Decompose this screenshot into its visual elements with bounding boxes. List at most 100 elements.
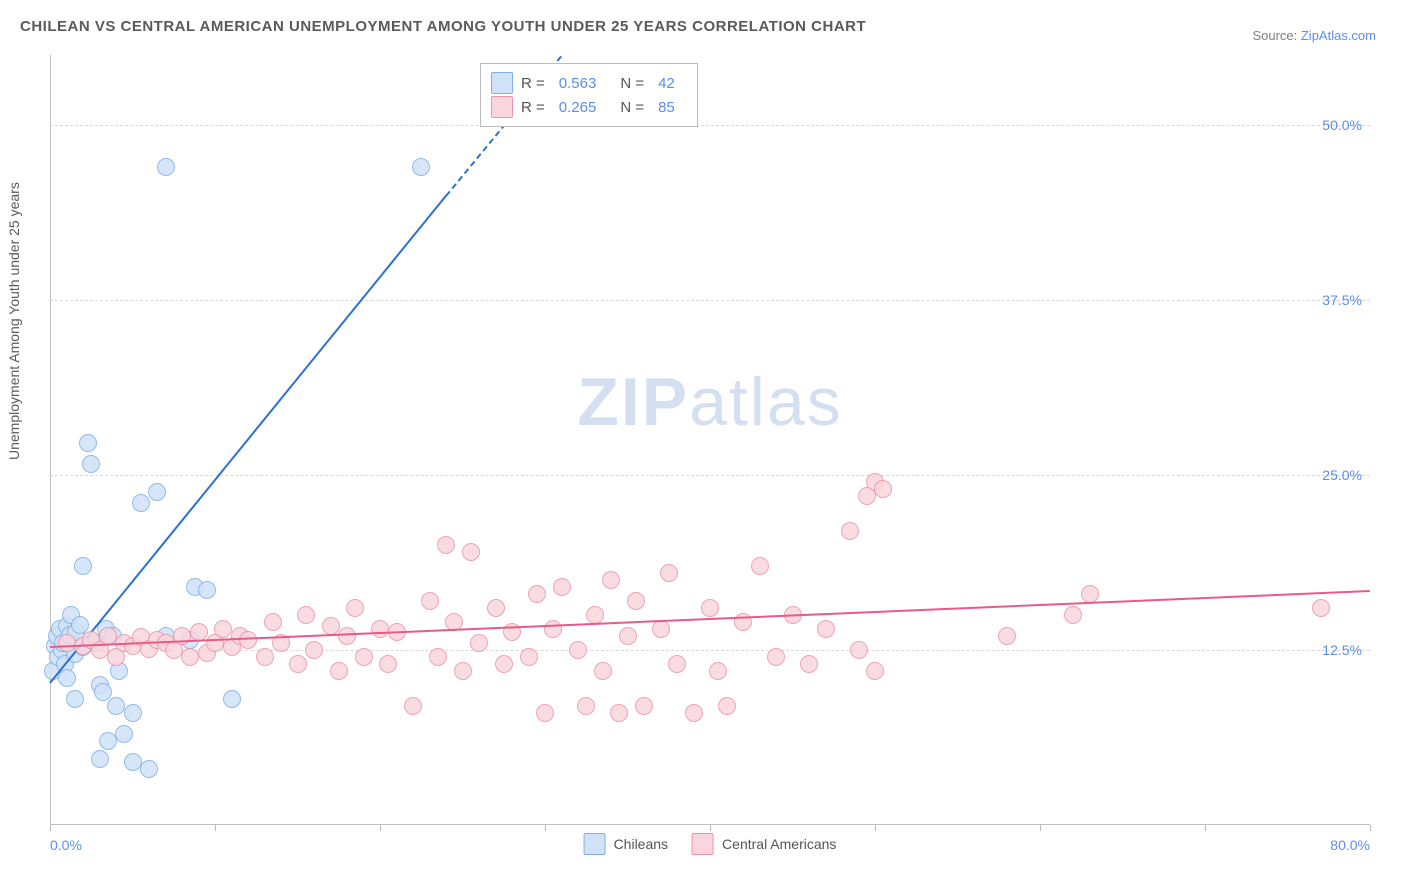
- legend-r-prefix: R =: [521, 99, 545, 116]
- data-point: [79, 434, 97, 452]
- data-point: [264, 613, 282, 631]
- gridline: [50, 475, 1370, 476]
- data-point: [124, 704, 142, 722]
- legend-item: Chileans: [584, 833, 668, 855]
- data-point: [800, 655, 818, 673]
- data-point: [487, 599, 505, 617]
- x-tick: [1205, 825, 1206, 831]
- data-point: [82, 455, 100, 473]
- data-point: [115, 725, 133, 743]
- x-tick: [50, 825, 51, 831]
- data-point: [330, 662, 348, 680]
- data-point: [190, 623, 208, 641]
- data-point: [594, 662, 612, 680]
- data-point: [866, 662, 884, 680]
- data-point: [586, 606, 604, 624]
- legend-label: Central Americans: [722, 836, 836, 852]
- data-point: [520, 648, 538, 666]
- data-point: [91, 750, 109, 768]
- data-point: [470, 634, 488, 652]
- x-tick: [380, 825, 381, 831]
- data-point: [99, 732, 117, 750]
- data-point: [553, 578, 571, 596]
- x-tick: [1040, 825, 1041, 831]
- x-tick: [875, 825, 876, 831]
- data-point: [355, 648, 373, 666]
- data-point: [668, 655, 686, 673]
- legend-swatch: [584, 833, 606, 855]
- legend-r-value: 0.563: [559, 75, 597, 92]
- data-point: [652, 620, 670, 638]
- y-tick-label: 50.0%: [1322, 117, 1362, 133]
- legend-swatch: [692, 833, 714, 855]
- gridline: [50, 300, 1370, 301]
- data-point: [74, 557, 92, 575]
- data-point: [157, 158, 175, 176]
- data-point: [346, 599, 364, 617]
- data-point: [718, 697, 736, 715]
- data-point: [1312, 599, 1330, 617]
- source-prefix: Source:: [1252, 28, 1300, 43]
- data-point: [379, 655, 397, 673]
- data-point: [454, 662, 472, 680]
- data-point: [602, 571, 620, 589]
- data-point: [181, 648, 199, 666]
- legend-swatch: [491, 96, 513, 118]
- source-link[interactable]: ZipAtlas.com: [1301, 28, 1376, 43]
- series-legend: Chileans Central Americans: [584, 833, 837, 855]
- data-point: [627, 592, 645, 610]
- legend-swatch: [491, 72, 513, 94]
- data-point: [751, 557, 769, 575]
- y-axis-label: Unemployment Among Youth under 25 years: [6, 182, 22, 460]
- data-point: [495, 655, 513, 673]
- source-attribution: Source: ZipAtlas.com: [1252, 28, 1376, 43]
- data-point: [610, 704, 628, 722]
- y-tick-label: 37.5%: [1322, 292, 1362, 308]
- x-axis-start: 0.0%: [50, 837, 82, 853]
- data-point: [701, 599, 719, 617]
- data-point: [107, 697, 125, 715]
- data-point: [874, 480, 892, 498]
- data-point: [841, 522, 859, 540]
- data-point: [256, 648, 274, 666]
- y-tick-label: 12.5%: [1322, 642, 1362, 658]
- legend-n-value: 42: [658, 75, 675, 92]
- data-point: [429, 648, 447, 666]
- data-point: [817, 620, 835, 638]
- data-point: [71, 616, 89, 634]
- x-axis-end: 80.0%: [1330, 837, 1370, 853]
- data-point: [1081, 585, 1099, 603]
- data-point: [660, 564, 678, 582]
- legend-n-prefix: N =: [620, 75, 644, 92]
- data-point: [685, 704, 703, 722]
- plot-region: 12.5% 25.0% 37.5% 50.0%: [50, 55, 1370, 825]
- data-point: [528, 585, 546, 603]
- data-point: [412, 158, 430, 176]
- trend-line: [49, 195, 447, 683]
- y-tick-label: 25.0%: [1322, 467, 1362, 483]
- data-point: [297, 606, 315, 624]
- data-point: [569, 641, 587, 659]
- data-point: [577, 697, 595, 715]
- legend-label: Chileans: [614, 836, 668, 852]
- data-point: [239, 631, 257, 649]
- data-point: [140, 760, 158, 778]
- legend-r-prefix: R =: [521, 75, 545, 92]
- data-point: [289, 655, 307, 673]
- data-point: [223, 690, 241, 708]
- data-point: [371, 620, 389, 638]
- data-point: [338, 627, 356, 645]
- chart-title: CHILEAN VS CENTRAL AMERICAN UNEMPLOYMENT…: [20, 18, 866, 35]
- data-point: [66, 690, 84, 708]
- legend-n-value: 85: [658, 99, 675, 116]
- legend-row: R = 0.563 N = 42: [491, 72, 681, 94]
- data-point: [536, 704, 554, 722]
- data-point: [404, 697, 422, 715]
- correlation-legend: R = 0.563 N = 42 R =0.265N =85: [480, 63, 698, 127]
- legend-row: R =0.265N =85: [491, 96, 681, 118]
- data-point: [709, 662, 727, 680]
- gridline: [50, 125, 1370, 126]
- chart-area: ZIPatlas 12.5%25.0%37.5%50.0% R =0.563N …: [50, 55, 1370, 825]
- data-point: [198, 581, 216, 599]
- data-point: [148, 483, 166, 501]
